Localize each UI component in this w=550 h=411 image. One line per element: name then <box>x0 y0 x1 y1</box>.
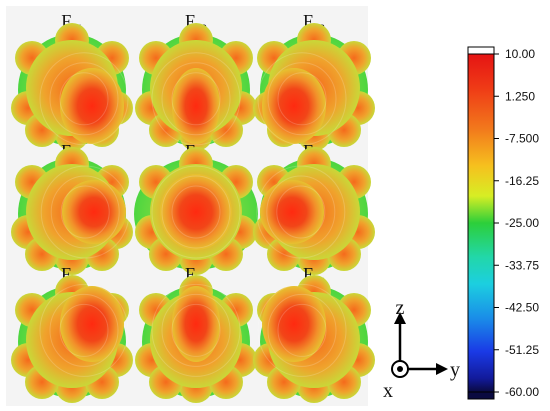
pattern-main-lobe <box>60 68 124 144</box>
colorbar-tick-label: -7.500 <box>505 132 539 146</box>
pattern-main-lobe <box>160 174 232 250</box>
pattern-contour-ring <box>257 52 347 146</box>
pattern-f11: F11 <box>11 11 133 151</box>
pattern-contour-ring <box>266 175 336 249</box>
pattern-contour-ring <box>171 303 221 357</box>
colorbar-tick-label: -51.25 <box>505 343 539 357</box>
x-axis-dot-icon <box>397 366 403 372</box>
pattern-main-lobe <box>262 68 326 144</box>
pattern-contour-ring <box>151 283 241 377</box>
pattern-main-lobe <box>172 68 220 144</box>
colorbar: 10.00 1.250 -7.500 -16.25 -25.00 -33.75 -42.50… <box>467 46 539 400</box>
colorbar-tick-label: 10.00 <box>505 47 535 61</box>
y-arrowhead-icon <box>436 363 448 375</box>
pattern-contour-ring <box>161 62 231 136</box>
pattern-label-base: F <box>185 11 195 31</box>
pattern-contour-ring <box>59 72 109 126</box>
pattern-contour-ring <box>161 175 231 249</box>
pattern-main-lobe <box>172 286 220 362</box>
x-axis-label: x <box>383 380 393 402</box>
pattern-label-base: F <box>303 11 313 31</box>
pattern-contour-ring <box>39 283 129 377</box>
z-arrowhead-icon <box>394 312 406 324</box>
pattern-grid: F11F12F13 F21F22F23 F31F32F33 <box>11 11 375 403</box>
pattern-contour-ring <box>151 52 241 146</box>
colorbar-bottom-cap <box>467 391 495 400</box>
colorbar-tick-label: 1.250 <box>505 89 535 103</box>
pattern-contour-ring <box>256 165 346 259</box>
pattern-contour-ring <box>277 303 327 357</box>
colorbar-top-cap <box>467 46 495 55</box>
pattern-main-lobe <box>62 180 126 244</box>
y-axis-label: y <box>450 359 460 381</box>
pattern-contour-ring <box>49 62 119 136</box>
pattern-f22: F22 <box>134 141 258 275</box>
pattern-contour-ring <box>50 175 120 249</box>
colorbar-gradient <box>467 53 495 393</box>
pattern-main-lobe <box>60 286 124 362</box>
pattern-label-base: F <box>303 264 313 284</box>
colorbar-tick-label: -60.00 <box>505 385 539 399</box>
pattern-f12: F12 <box>135 11 257 151</box>
z-axis-label: z <box>396 297 405 319</box>
pattern-contour-ring <box>39 52 129 146</box>
pattern-contour-ring <box>267 293 337 367</box>
pattern-label-base: F <box>61 264 71 284</box>
pattern-main-lobe <box>260 180 324 244</box>
pattern-contour-ring <box>161 293 231 367</box>
colorbar-tick-label: -33.75 <box>505 258 539 272</box>
pattern-contour-ring <box>171 72 221 126</box>
pattern-f33: F33 <box>253 264 375 403</box>
pattern-contour-ring <box>267 62 337 136</box>
pattern-contour-ring <box>49 293 119 367</box>
colorbar-tick-label: -16.25 <box>505 174 539 188</box>
colorbar-tick-label: -42.50 <box>505 301 539 315</box>
colorbar-ticks: 10.00 1.250 -7.500 -16.25 -25.00 -33.75 -42.50… <box>494 47 539 399</box>
pattern-contour-ring <box>277 72 327 126</box>
pattern-f32: F32 <box>135 264 257 403</box>
pattern-main-lobe <box>262 286 326 362</box>
pattern-contour-ring <box>59 303 109 357</box>
pattern-contour-ring <box>151 165 241 259</box>
pattern-contour-ring <box>40 165 130 259</box>
pattern-label-base: F <box>61 11 71 31</box>
pattern-f21: F21 <box>11 141 133 275</box>
pattern-f13: F13 <box>253 11 375 151</box>
pattern-label-base: F <box>185 264 195 284</box>
pattern-contour-ring <box>60 185 110 239</box>
pattern-f23: F23 <box>253 141 375 275</box>
coordinate-axes: z y x <box>383 297 460 402</box>
pattern-contour-ring <box>257 283 347 377</box>
colorbar-tick-label: -25.00 <box>505 216 539 230</box>
pattern-contour-ring <box>171 185 221 239</box>
pattern-f31: F31 <box>11 264 133 403</box>
pattern-contour-ring <box>276 185 326 239</box>
